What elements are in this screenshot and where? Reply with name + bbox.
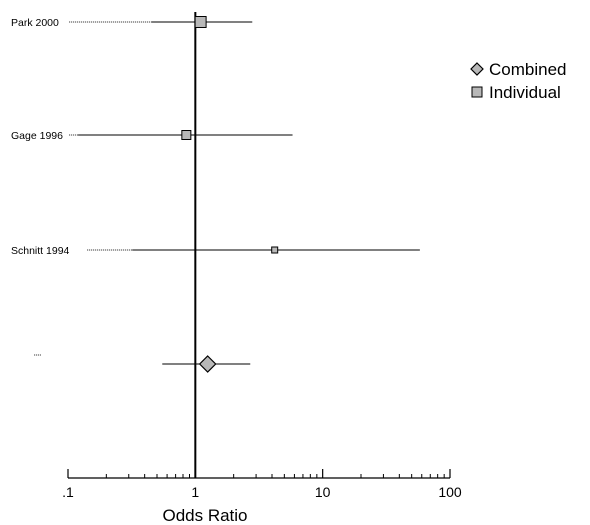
study-rows: Park 2000 Gage 1996 Schnitt 1994 (11, 16, 420, 373)
x-axis-title: Odds Ratio (162, 506, 247, 525)
x-axis-tick-label: 10 (315, 484, 331, 500)
study-square-marker (271, 246, 279, 254)
study-label: Park 2000 (11, 17, 59, 29)
combined-diamond-marker (198, 355, 217, 373)
study-label: Schnitt 1994 (11, 245, 70, 257)
legend: Combined Individual (470, 60, 567, 102)
legend-entry: Combined (470, 60, 567, 79)
legend-label: Combined (489, 60, 567, 79)
study-label: Gage 1996 (11, 130, 63, 142)
legend-diamond-icon (470, 62, 484, 76)
combined-row (34, 354, 251, 373)
study-square-marker (194, 16, 207, 28)
study-row: Park 2000 (11, 16, 253, 29)
x-axis-tick-label: 1 (191, 484, 199, 500)
x-axis: .1 1 10 100 (62, 469, 462, 500)
x-axis-tick-label: .1 (62, 484, 74, 500)
legend-square-icon (471, 86, 483, 98)
x-axis-tick-label: 100 (438, 484, 462, 500)
study-row: Gage 1996 (11, 130, 293, 142)
legend-label: Individual (489, 83, 561, 102)
legend-entry: Individual (471, 83, 561, 102)
study-square-marker (181, 130, 192, 140)
study-row: Schnitt 1994 (11, 245, 420, 257)
